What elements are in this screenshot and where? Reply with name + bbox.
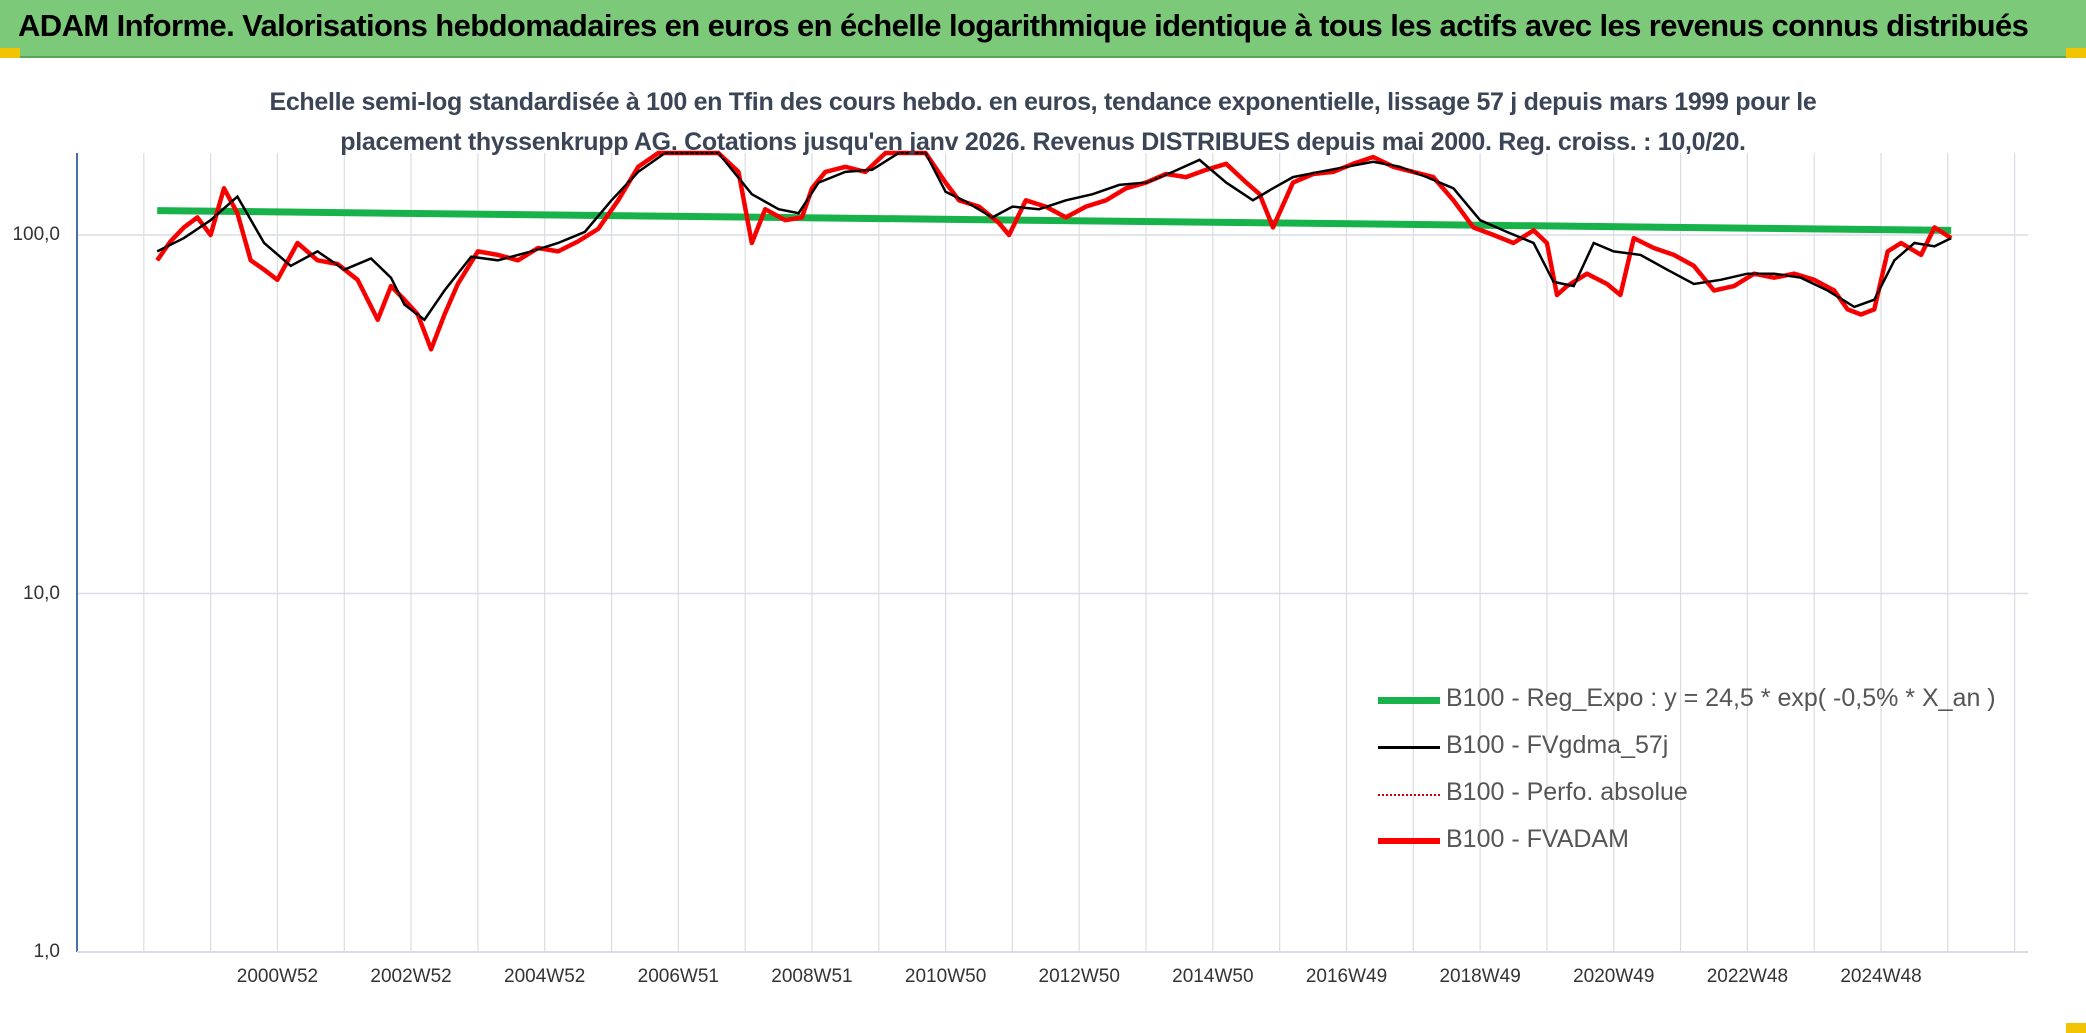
series-absolute-line xyxy=(156,152,1952,352)
corner-marker-right xyxy=(2066,48,2086,58)
chart-title-line-1: Echelle semi-log standardisée à 100 en T… xyxy=(269,88,1817,116)
legend-label-smoothed: B100 - FVgdma_57j xyxy=(1446,731,1669,759)
x-tick-label: 2012W50 xyxy=(1038,966,1120,987)
x-tick-label: 2024W48 xyxy=(1840,966,1922,987)
chart-plot xyxy=(76,150,2028,953)
x-tick-label: 2022W48 xyxy=(1706,966,1789,987)
series-regression-line xyxy=(157,207,1952,234)
legend-label-regression: B100 - Reg_Expo : y = 24,5 * exp( -0,5% … xyxy=(1446,684,1996,712)
x-tick-label: 2002W52 xyxy=(370,966,452,987)
corner-marker-bottom-right xyxy=(2066,1023,2086,1033)
x-tick-label: 2018W49 xyxy=(1439,966,1521,987)
y-tick-label: 10,0 xyxy=(23,582,60,604)
legend-swatch-smoothed xyxy=(1378,746,1440,749)
chart-area: Echelle semi-log standardisée à 100 en T… xyxy=(0,58,2086,1033)
legend-label-absolute: B100 - Perfo. absolue xyxy=(1446,778,1688,806)
x-tick-label: 2000W52 xyxy=(236,966,319,987)
x-tick-label: 2006W51 xyxy=(637,966,719,987)
x-tick-label: 2010W50 xyxy=(904,966,987,987)
corner-marker-left xyxy=(0,48,20,58)
y-tick-label: 1,0 xyxy=(33,941,60,962)
x-tick-label: 2008W51 xyxy=(771,966,853,987)
x-tick-label: 2014W50 xyxy=(1172,966,1254,987)
x-tick-label: 2020W49 xyxy=(1573,966,1655,987)
y-tick-label: 100,0 xyxy=(12,224,60,245)
legend-label-fvadam: B100 - FVADAM xyxy=(1446,825,1629,853)
legend-swatch-regression xyxy=(1378,697,1440,704)
legend-swatch-absolute xyxy=(1378,794,1440,796)
series-smoothed-line xyxy=(156,151,1952,322)
x-tick-label: 2016W49 xyxy=(1305,966,1388,987)
series-fvadam-line xyxy=(155,150,1953,352)
report-banner: ADAM Informe. Valorisations hebdomadaire… xyxy=(0,0,2086,58)
chart-title-line-2: placement thyssenkrupp AG. Cotations jus… xyxy=(340,128,1746,156)
x-tick-label: 2004W52 xyxy=(504,966,586,987)
report-title: ADAM Informe. Valorisations hebdomadaire… xyxy=(18,8,2029,43)
legend-swatch-fvadam xyxy=(1378,838,1440,844)
